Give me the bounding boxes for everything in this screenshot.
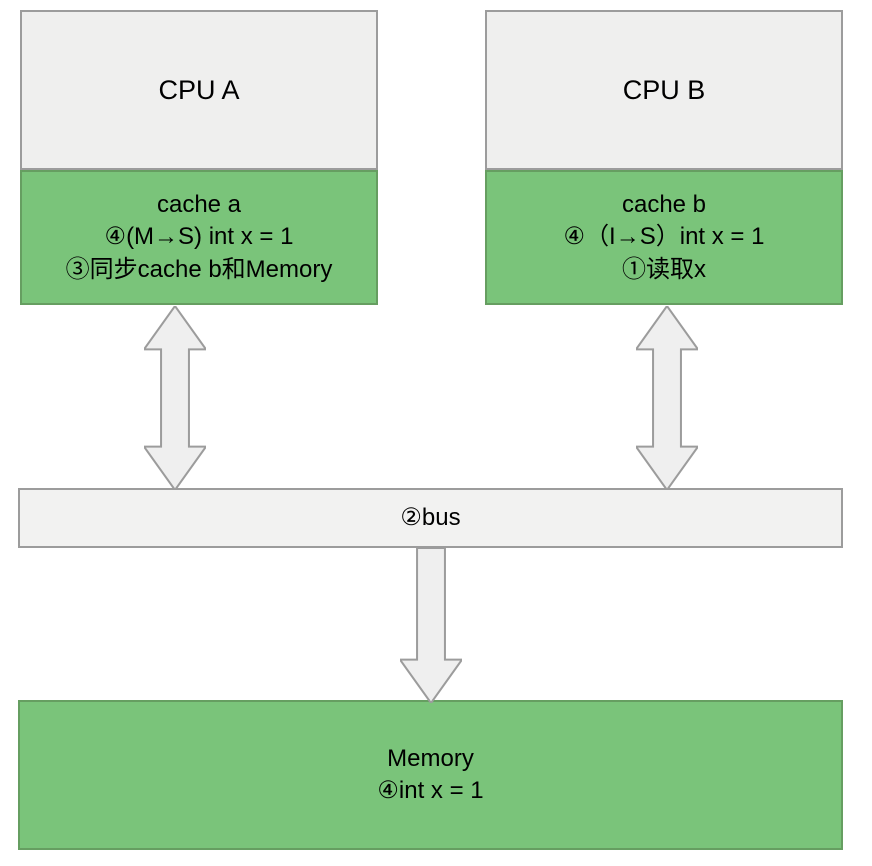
memory-line-0: Memory xyxy=(387,743,474,775)
cache-b-line-2: ①读取x xyxy=(622,254,706,286)
memory-line-1: ④int x = 1 xyxy=(377,775,483,807)
arrow-double-icon xyxy=(636,306,698,490)
cache-b-box: cache b ④（I→S）int x = 1 ①读取x xyxy=(485,170,843,305)
cpu-a-title: CPU A xyxy=(158,72,239,108)
bus-box: ②bus xyxy=(18,488,843,548)
cache-a-line-2: ③同步cache b和Memory xyxy=(66,254,333,286)
arrow-down-icon xyxy=(400,548,462,703)
cpu-b-title: CPU B xyxy=(623,72,706,108)
cpu-b-box: CPU B xyxy=(485,10,843,170)
diagram-canvas: CPU A cache a ④(M→S) int x = 1 ③同步cache … xyxy=(0,0,872,866)
memory-box: Memory ④int x = 1 xyxy=(18,700,843,850)
bus-label: ②bus xyxy=(400,502,460,534)
cache-a-box: cache a ④(M→S) int x = 1 ③同步cache b和Memo… xyxy=(20,170,378,305)
cpu-a-box: CPU A xyxy=(20,10,378,170)
arrow-double-icon xyxy=(144,306,206,490)
cache-b-line-0: cache b xyxy=(622,189,706,221)
cache-a-line-0: cache a xyxy=(157,189,241,221)
cache-a-line-1: ④(M→S) int x = 1 xyxy=(105,221,294,253)
cache-b-line-1: ④（I→S）int x = 1 xyxy=(564,221,765,253)
